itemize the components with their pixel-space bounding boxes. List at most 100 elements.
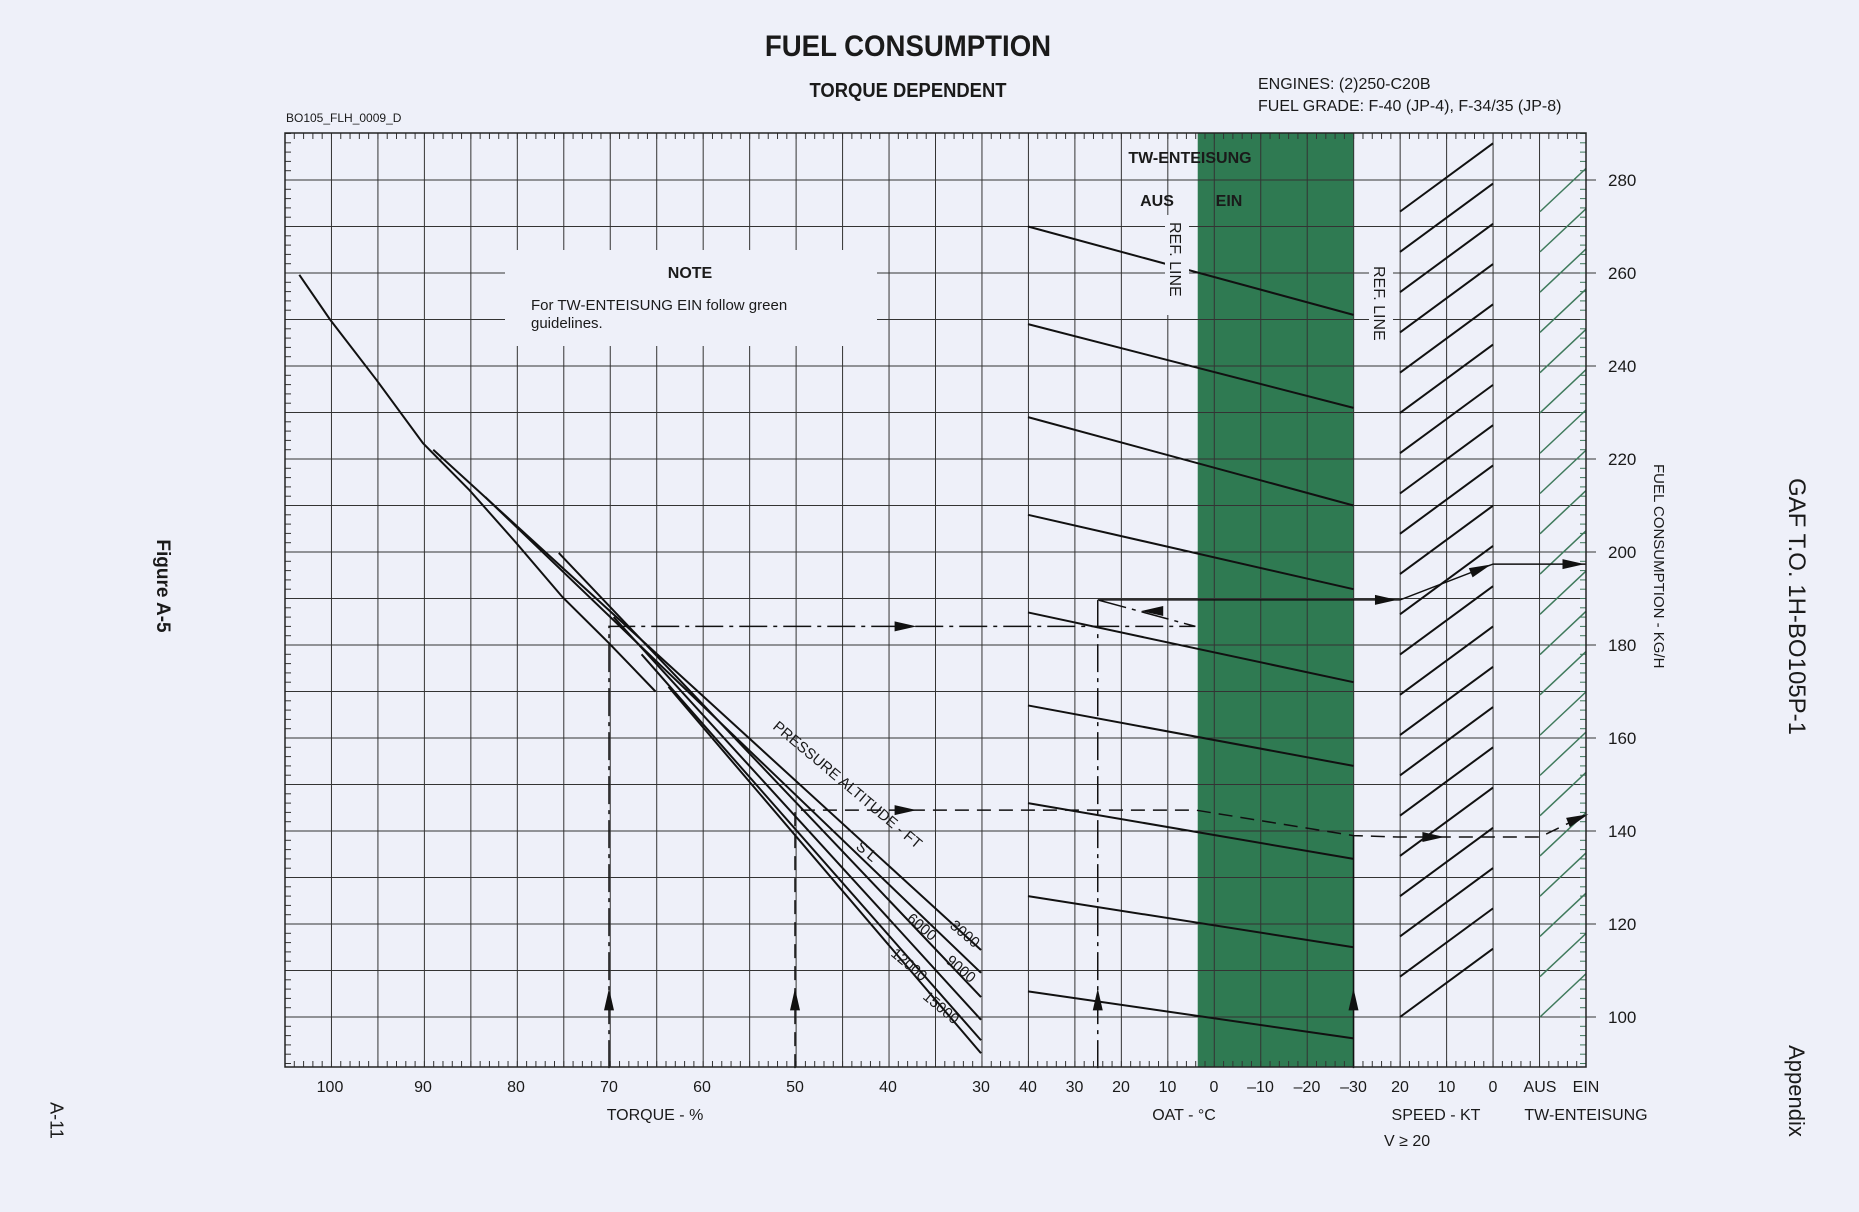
y-tick-label: 140 [1608,822,1636,841]
deice-guideline [1539,449,1587,495]
oat-guideline [1027,416,1354,507]
arrowhead-up [1092,988,1103,1011]
ref-line-label-oat: REF. LINE [1166,222,1183,297]
oat-guideline [1027,990,1354,1040]
deice-guideline [1539,852,1587,897]
note-heading: NOTE [668,265,713,282]
deice-title: TW-ENTEISUNG [1128,150,1251,167]
oat-axis-title: OAT - °C [1152,1107,1216,1124]
ref-line-bg [1369,260,1393,360]
arrowhead-right [894,621,917,632]
deice-guideline [1539,570,1587,615]
engines-label: ENGINES: (2)250-C20B [1258,76,1431,93]
speed-axis-title: SPEED - KT [1392,1107,1481,1124]
arrowhead-right [1374,594,1397,605]
fuel-grade-label: FUEL GRADE: F-40 (JP-4), F-34/35 (JP-8) [1258,98,1562,115]
speed-guideline [1399,585,1494,656]
oat-tick-label: –30 [1340,1079,1367,1096]
deice-guideline [1539,489,1587,535]
torque-tick-label: 90 [414,1079,432,1096]
torque-axis-title: TORQUE - % [607,1107,704,1124]
y-tick-label: 280 [1608,171,1636,190]
arrowhead-upright [1468,564,1492,578]
plot-frame [284,132,1587,1068]
chart-subtitle: TORQUE DEPENDENT [809,80,1007,102]
drawing-code: BO105_FLH_0009_D [286,111,402,125]
oat-tick-label: 0 [1210,1079,1219,1096]
speed-guideline [1399,867,1494,938]
oat-guideline [1027,513,1354,591]
y-tick-label: 220 [1608,450,1636,469]
speed-guideline [1399,504,1494,575]
oat-guideline [1027,802,1354,860]
deice-guideline [1539,369,1587,414]
deice-guideline [1539,771,1587,817]
speed-guideline [1399,384,1494,455]
y-tick-label: 100 [1608,1008,1636,1027]
ref-line-label-speed: REF. LINE [1370,266,1387,341]
deice-guideline [1539,530,1587,575]
deice-guideline [1539,932,1587,978]
y-tick-label: 200 [1608,543,1636,562]
arrowhead-up [1348,988,1359,1011]
speed-guideline [1399,343,1494,414]
deice-guideline [1539,328,1587,374]
oat-guideline [1027,225,1354,316]
speed-guideline [1399,706,1494,777]
oat-guideline [1027,323,1354,409]
minor-ticks [284,133,1586,1067]
speed-guideline [1399,263,1494,334]
oat-tick-label: 10 [1159,1079,1177,1096]
y-tick-label: 160 [1608,729,1636,748]
speed-guideline [1399,786,1494,857]
deice-guideline [1539,731,1587,776]
altitude-line-9000 [612,616,982,1021]
y-tick-label: 180 [1608,636,1636,655]
deice-guideline [1539,167,1587,213]
deice-guideline [1539,691,1587,736]
torque-tick-label: 60 [693,1079,711,1096]
altitude-label-12000: 12000 [887,945,930,985]
speed-guideline [1399,424,1494,495]
oat-tick-label: 20 [1112,1079,1130,1096]
note-text-line2: guidelines. [531,315,603,332]
chart-title: FUEL CONSUMPTION [764,30,1052,63]
deice-guideline [1539,892,1587,938]
y-tick-label: 120 [1608,915,1636,934]
arrowhead-right [894,805,917,816]
y-tick-label: 260 [1608,264,1636,283]
oat-tick-label: 30 [1066,1079,1084,1096]
arrowhead-right [1422,832,1445,843]
altitude-label-SL: S L [852,838,880,865]
speed-guideline [1399,625,1494,696]
oat-tick-label: –20 [1294,1079,1321,1096]
deice-guideline [1539,288,1587,333]
torque-tick-label: 30 [972,1079,990,1096]
speed-tick-label: 0 [1489,1079,1498,1096]
arrowhead-up [604,988,614,1011]
deice-guideline [1539,248,1587,293]
altitude-line-15000 [667,686,982,1054]
speed-tick-label: 10 [1438,1079,1456,1096]
altitude-line-SL [432,448,982,951]
speed-guideline [1399,182,1494,253]
speed-guideline [1399,142,1494,213]
speed-guideline [1399,464,1494,535]
note-box [505,250,877,346]
example-path-solid [1097,563,1586,601]
torque-envelope-curve [298,274,657,693]
oat-guideline [1027,704,1354,767]
note-text-line1: For TW-ENTEISUNG EIN follow green [531,297,787,314]
arrowhead-up [790,988,800,1011]
example-path-dashdot [608,599,1196,1069]
speed-guideline [1399,545,1494,616]
deice-guideline [1539,208,1587,253]
torque-tick-label: 80 [507,1079,525,1096]
ref-line-bg [1165,215,1189,315]
speed-guideline [1399,827,1494,897]
speed-guideline [1399,222,1494,293]
deice-axis-title: TW-ENTEISUNG [1524,1107,1647,1124]
speed-guideline [1399,303,1494,374]
y-tick-label: 240 [1608,357,1636,376]
